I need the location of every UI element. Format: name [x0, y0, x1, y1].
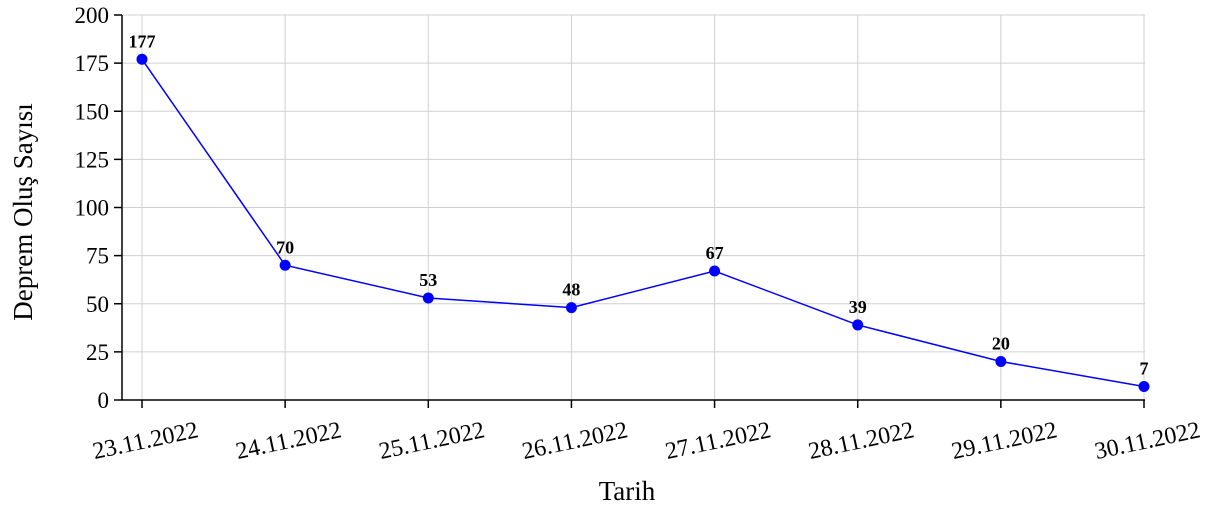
point: [136, 53, 148, 65]
point: [709, 265, 721, 277]
x-tick-label: 25.11.2022: [377, 417, 487, 465]
data-label: 67: [706, 243, 724, 263]
point: [422, 292, 434, 304]
y-tick-label: 100: [75, 196, 110, 221]
point: [995, 356, 1007, 367]
x-tick-label: 30.11.2022: [1092, 417, 1202, 465]
y-tick-label: 75: [86, 244, 109, 269]
point: [279, 259, 291, 271]
x-tick-label: 23.11.2022: [90, 417, 200, 465]
y-tick-label: 125: [75, 147, 110, 172]
y-tick-label: 25: [86, 340, 109, 365]
data-label: 7: [1140, 359, 1149, 379]
x-axis-label: Tarih: [599, 476, 656, 506]
x-tick-label: 28.11.2022: [806, 417, 916, 465]
y-tick-label: 50: [86, 292, 109, 317]
y-tick-label: 175: [75, 51, 110, 76]
y-tick-label: 200: [75, 3, 110, 28]
x-tick-label: 26.11.2022: [520, 417, 630, 465]
x-tick-label: 29.11.2022: [949, 417, 1059, 465]
point: [852, 319, 864, 331]
data-label: 48: [562, 280, 580, 300]
x-tick-label: 27.11.2022: [663, 417, 773, 465]
data-label: 70: [276, 237, 294, 257]
data-label: 20: [992, 334, 1010, 354]
data-label: 39: [849, 297, 867, 317]
data-label: 177: [129, 31, 156, 51]
point: [1138, 381, 1150, 393]
data-label: 53: [419, 270, 437, 290]
x-tick-label: 24.11.2022: [234, 417, 344, 465]
point: [565, 302, 577, 314]
y-tick-label: 150: [75, 99, 110, 124]
y-axis-label: Deprem Oluş Sayısı: [8, 103, 38, 320]
y-tick-label: 0: [98, 388, 110, 413]
line: [141, 58, 1145, 388]
